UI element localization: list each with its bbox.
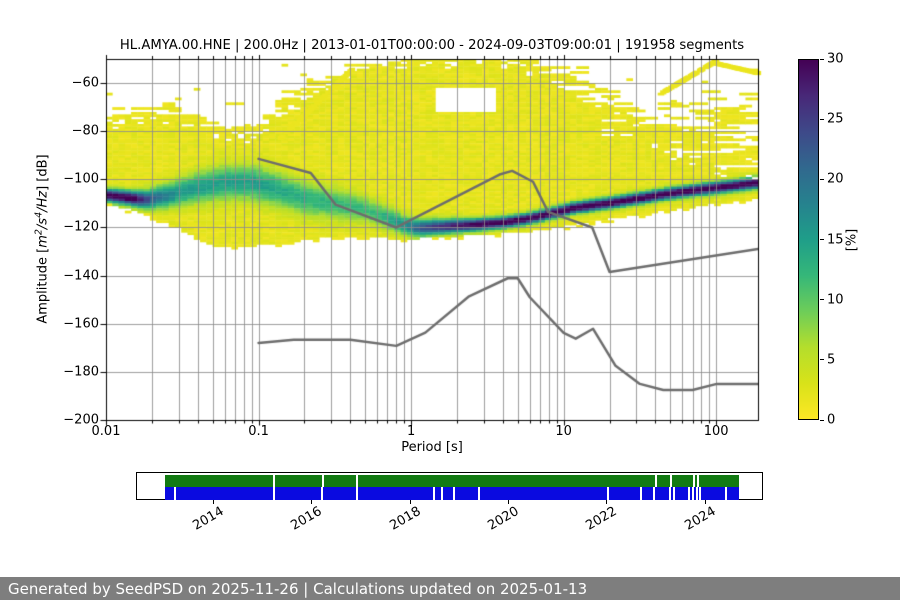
y-tick-label--120: −120 bbox=[63, 219, 99, 235]
colorbar-tick bbox=[820, 118, 824, 120]
colorbar-tick bbox=[820, 359, 824, 361]
timeline-gap bbox=[653, 487, 656, 500]
timeline-tick-2024 bbox=[704, 500, 706, 504]
x-tick-label-10: 10 bbox=[555, 424, 572, 439]
colorbar bbox=[798, 59, 819, 420]
timeline-tick-2016 bbox=[311, 500, 313, 504]
timeline-gap bbox=[673, 487, 676, 500]
timeline-gap bbox=[640, 487, 643, 500]
timeline-tick-2018 bbox=[409, 500, 411, 504]
timeline-gap bbox=[173, 487, 176, 500]
y-tick-label--140: −140 bbox=[63, 268, 99, 284]
timeline-gap bbox=[698, 487, 701, 500]
timeline-gap bbox=[692, 487, 695, 500]
timeline-year-label-2024: 2024 bbox=[682, 504, 719, 534]
colorbar-tick bbox=[820, 299, 824, 301]
timeline-gap bbox=[453, 487, 456, 500]
timeline-year-label-2016: 2016 bbox=[288, 504, 325, 534]
y-label-prefix: Amplitude [ bbox=[35, 247, 51, 324]
timeline-year-label-2020: 2020 bbox=[485, 504, 522, 534]
y-tick-label--80: −80 bbox=[71, 123, 99, 139]
colorbar-tick-label-25: 25 bbox=[827, 111, 844, 127]
y-label-s-exp: 4 bbox=[33, 211, 45, 218]
timeline-gap bbox=[477, 487, 480, 500]
timeline-gap bbox=[432, 487, 435, 500]
ppsd-heatmap-canvas bbox=[0, 0, 900, 470]
timeline-gap bbox=[356, 474, 359, 487]
timeline-gap bbox=[606, 487, 609, 500]
y-axis-label: Amplitude [m2/s4/Hz] [dB] bbox=[33, 154, 50, 323]
colorbar-tick bbox=[820, 239, 824, 240]
timeline-gap bbox=[655, 474, 658, 487]
x-tick-label-0.01: 0.01 bbox=[91, 424, 121, 439]
y-tick-label--200: −200 bbox=[63, 412, 99, 428]
timeline-gap bbox=[668, 487, 671, 500]
timeline-gap bbox=[697, 474, 700, 487]
x-axis-label: Period [s] bbox=[401, 440, 463, 455]
timeline-tick-2020 bbox=[508, 500, 510, 504]
availability-timeline bbox=[136, 472, 763, 500]
colorbar-unit-label: [%] bbox=[844, 228, 860, 252]
x-tick-label-0.1: 0.1 bbox=[248, 424, 269, 439]
colorbar-tick-label-30: 30 bbox=[827, 51, 844, 67]
colorbar-tick-label-0: 0 bbox=[827, 412, 836, 428]
timeline-gap bbox=[725, 487, 728, 500]
y-label-suffix: ] [dB] bbox=[35, 154, 51, 191]
y-tick-label--60: −60 bbox=[71, 75, 99, 91]
timeline-gap bbox=[355, 487, 358, 500]
timeline-gap bbox=[693, 474, 696, 487]
y-label-m-exp: 2 bbox=[33, 229, 45, 236]
colorbar-tick-label-5: 5 bbox=[827, 352, 836, 368]
timeline-gap bbox=[670, 474, 673, 487]
colorbar-tick bbox=[820, 58, 824, 60]
footer-text: Generated by SeedPSD on 2025-11-26 | Cal… bbox=[8, 579, 588, 598]
timeline-row-segments-green bbox=[164, 474, 739, 487]
y-tick-label--180: −180 bbox=[63, 364, 99, 380]
x-tick-label-100: 100 bbox=[703, 424, 729, 439]
y-tick-label--100: −100 bbox=[63, 171, 99, 187]
y-tick-label--160: −160 bbox=[63, 316, 99, 332]
timeline-year-label-2022: 2022 bbox=[583, 504, 620, 534]
y-label-s: /s bbox=[35, 217, 51, 230]
timeline-year-label-2014: 2014 bbox=[190, 504, 227, 534]
colorbar-tick-label-10: 10 bbox=[827, 292, 844, 308]
timeline-gap bbox=[272, 474, 275, 487]
timeline-tick-2022 bbox=[606, 500, 608, 504]
timeline-row-coverage-blue bbox=[164, 487, 739, 500]
y-label-hz: /Hz bbox=[35, 190, 51, 212]
colorbar-tick-label-20: 20 bbox=[827, 171, 844, 187]
colorbar-tick-label-15: 15 bbox=[827, 232, 844, 247]
colorbar-tick bbox=[820, 178, 824, 180]
timeline-gap bbox=[695, 487, 698, 500]
x-tick-label-1: 1 bbox=[406, 424, 416, 439]
timeline-gap bbox=[320, 487, 323, 500]
footer-bar: Generated by SeedPSD on 2025-11-26 | Cal… bbox=[0, 577, 900, 600]
timeline-gap bbox=[440, 487, 443, 500]
colorbar-tick bbox=[820, 419, 824, 421]
timeline-gap bbox=[272, 487, 275, 500]
timeline-tick-2014 bbox=[212, 500, 214, 504]
y-label-m: m bbox=[35, 235, 51, 248]
timeline-gap bbox=[321, 474, 324, 487]
timeline-year-label-2018: 2018 bbox=[386, 504, 424, 534]
plot-title: HL.AMYA.00.HNE | 200.0Hz | 2013-01-01T00… bbox=[119, 38, 745, 53]
timeline-gap bbox=[688, 487, 691, 500]
